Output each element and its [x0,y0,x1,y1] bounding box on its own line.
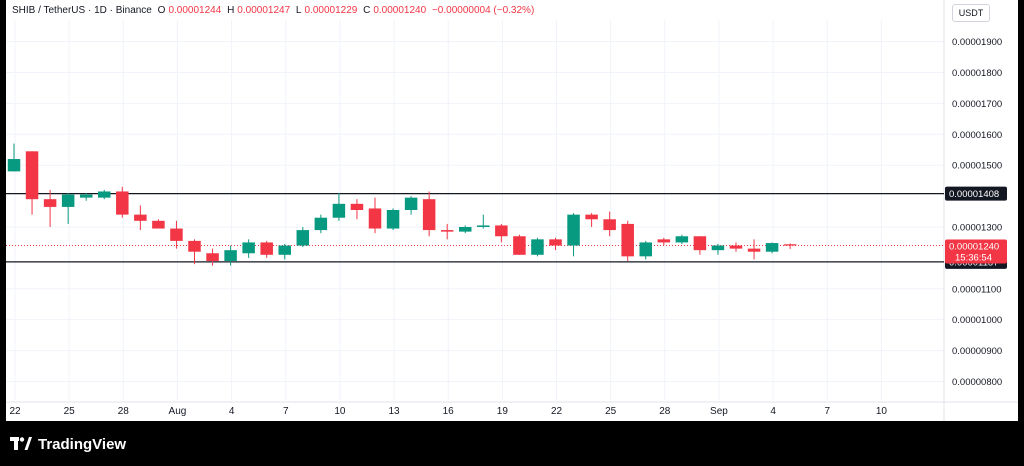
last-price-tag [945,239,1007,264]
candle-body [585,214,598,220]
candle-body [513,236,526,255]
level-price-tag [945,186,1007,201]
chart-panel: 0.00001900 0.00001800 0.00001700 0.00001600… [6,0,1018,421]
candle-body [657,239,671,243]
candle-body [260,242,273,255]
candle-body [729,245,743,249]
high-label: H [227,5,235,16]
candle-body [224,250,237,261]
y-tick-label: 0.00001600 [952,130,1002,141]
x-tick-label: 7 [824,406,830,417]
x-tick-label: 19 [497,406,509,417]
x-tick-label: 10 [876,406,888,417]
brand-name[interactable]: TradingView [38,435,127,453]
candle-body [783,244,797,246]
candle-body [134,214,147,221]
candle-body [422,199,436,231]
candle-body [621,223,634,257]
low-value: 0.00001229 [304,5,358,16]
y-tick-label: 0.00000800 [952,377,1002,388]
candle-body [152,220,165,229]
x-tick-label: 22 [9,406,21,417]
candle-body [440,230,454,232]
candle-body [350,203,364,210]
y-tick-label: 0.00001800 [952,68,1002,79]
candle-body [747,248,761,252]
candle-body [549,239,562,246]
x-tick-label: 4 [770,406,776,417]
candle-body [170,228,183,241]
candle-body [43,199,57,207]
x-tick-label: 13 [388,406,400,417]
candle-body [404,197,418,210]
x-tick-label: 10 [334,406,346,417]
candle-body [567,214,580,246]
candle-body [495,225,508,237]
x-tick-label: 28 [659,406,671,417]
currency-button[interactable]: USDT [952,4,990,22]
x-tick-label: Sep [710,406,728,417]
candle-body [79,194,93,198]
symbol-name[interactable]: SHIB / TetherUS · 1D · Binance [12,5,152,16]
candle-body [278,245,291,255]
candle-body [603,219,616,231]
candle-body [61,194,75,207]
x-tick-label: 16 [443,406,455,417]
candle-body [314,217,328,231]
last-price-label: 0.00001240 [949,242,999,253]
low-label: L [295,5,302,16]
candle-body [368,208,382,229]
candle-body [693,236,707,251]
candle-body [639,242,652,257]
candle-body [711,245,725,251]
y-tick-label: 0.00000900 [952,346,1002,357]
close-value: 0.00001240 [373,5,427,16]
x-tick-label: Aug [169,406,187,417]
countdown-label: 15:36:54 [955,253,992,264]
x-tick-label: 22 [551,406,563,417]
x-tick-label: 25 [64,406,76,417]
x-tick-label: 25 [605,406,617,417]
high-value: 0.00001247 [237,5,291,16]
candle-body [386,210,400,229]
candle-body [675,236,689,243]
candle-body [206,253,219,261]
brand-footer: TradingView [10,434,126,454]
candle-body [459,226,472,232]
candle-body [7,159,21,172]
open-value: 0.00001244 [168,5,222,16]
candle-body [765,243,779,252]
candle-body [332,203,346,218]
y-tick-label: 0.00001300 [952,222,1002,233]
price-change: −0.00000004 (−0.32%) [431,5,535,16]
candle-body [188,240,201,252]
y-tick-label: 0.00001900 [952,37,1002,48]
candle-body [477,225,490,227]
candle-body [531,239,544,255]
level-price-label: 0.00001408 [949,189,999,200]
x-tick-label: 28 [118,406,130,417]
tradingview-logo-icon [10,437,32,450]
x-tick-label: 4 [229,406,235,417]
candle-body [242,242,255,254]
candlestick-chart[interactable]: 0.00001900 0.00001800 0.00001700 0.00001600… [6,0,1018,421]
candle-body [296,230,310,246]
candle-body [98,191,111,198]
symbol-header: SHIB / TetherUS · 1D · Binance O 0.000012… [12,5,537,16]
x-tick-label: 7 [283,406,289,417]
candle-body [25,151,39,200]
y-tick-label: 0.00001500 [952,161,1002,172]
candle-body [116,191,129,215]
y-tick-label: 0.00001100 [952,284,1002,295]
y-tick-label: 0.00001700 [952,99,1002,110]
y-tick-label: 0.00001000 [952,315,1002,326]
open-label: O [157,5,166,16]
close-label: C [363,5,371,16]
